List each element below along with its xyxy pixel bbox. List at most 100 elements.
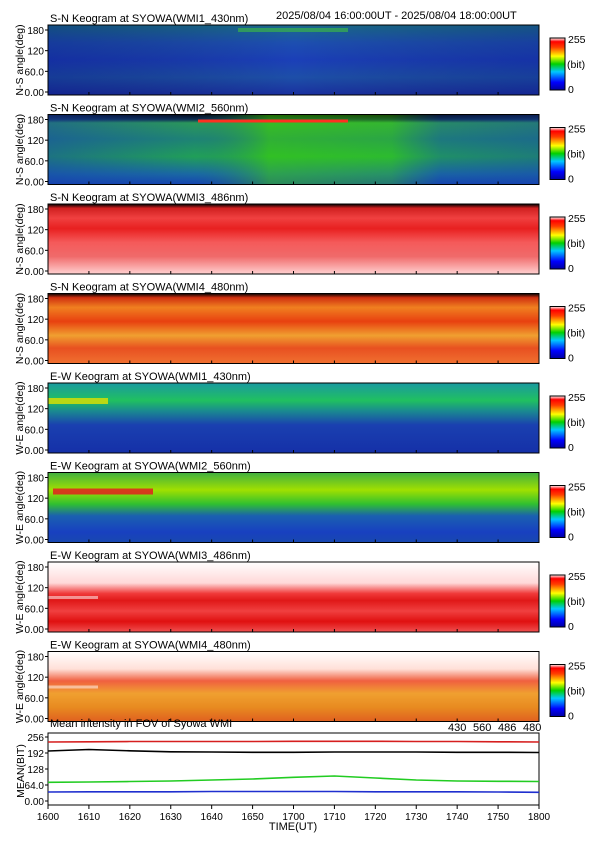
y-tick-label: 180 bbox=[27, 474, 44, 485]
colorbar bbox=[549, 395, 566, 449]
panel-title: S-N Keogram at SYOWA(WMI2_560nm) bbox=[50, 103, 248, 115]
keogram-image bbox=[48, 651, 539, 722]
arc-feature bbox=[198, 119, 348, 123]
y-tick-label: 0.00 bbox=[25, 267, 45, 278]
arc-feature bbox=[48, 685, 98, 689]
colorbar bbox=[549, 485, 566, 538]
y-tick-label: 180 bbox=[27, 26, 44, 37]
legend-430: 430 bbox=[448, 722, 466, 734]
y-tick-label: 180 bbox=[27, 295, 44, 306]
y-tick-label: 120 bbox=[27, 315, 44, 326]
y-axis-label: N-S angle(deg) bbox=[14, 24, 26, 95]
legend-486: 486 bbox=[498, 722, 516, 734]
mean-x-tick-label: 1700 bbox=[282, 812, 305, 823]
colorbar bbox=[549, 574, 566, 628]
colorbar-min-label: 0 bbox=[568, 711, 574, 723]
keogram-panel: S-N Keogram at SYOWA(WMI2_560nm) 180 120 60… bbox=[14, 103, 586, 189]
y-axis-label: N-S angle(deg) bbox=[14, 203, 26, 274]
colorbar-max-label: 255 bbox=[568, 34, 586, 46]
colorbar-max-label: 255 bbox=[568, 661, 586, 673]
y-tick-label: 120 bbox=[27, 47, 44, 58]
arc-feature bbox=[53, 488, 153, 495]
y-tick-label: 0.00 bbox=[25, 536, 45, 547]
y-axis-label: N-S angle(deg) bbox=[14, 293, 26, 364]
arc-feature bbox=[48, 596, 98, 599]
keogram-panel: S-N Keogram at SYOWA(WMI1_430nm) 180 120 60… bbox=[14, 13, 586, 99]
panel-title: E-W Keogram at SYOWA(WMI3_486nm) bbox=[50, 550, 251, 562]
mean-intensity-chart: Mean intensity in FOV of Syowa WMI 430 56… bbox=[15, 718, 551, 833]
panel-title: S-N Keogram at SYOWA(WMI1_430nm) bbox=[50, 13, 248, 25]
mean-x-tick-label: 1730 bbox=[405, 812, 428, 823]
y-tick-label: 60.0 bbox=[25, 157, 45, 168]
panel-title: E-W Keogram at SYOWA(WMI2_560nm) bbox=[50, 461, 251, 473]
y-tick-label: 120 bbox=[27, 494, 44, 505]
colorbar-max-label: 255 bbox=[568, 303, 586, 315]
y-tick-label: 180 bbox=[27, 116, 44, 127]
y-tick-label: 180 bbox=[27, 384, 44, 395]
y-tick-label: 180 bbox=[27, 653, 44, 664]
y-tick-label: 0.00 bbox=[25, 357, 45, 368]
keogram-panel: E-W Keogram at SYOWA(WMI4_480nm) 180 120 60… bbox=[14, 640, 586, 726]
y-axis-label: W-E angle(deg) bbox=[14, 381, 26, 454]
colorbar-min-label: 0 bbox=[568, 174, 574, 186]
colorbar-min-label: 0 bbox=[568, 442, 574, 454]
y-tick-label: 120 bbox=[27, 584, 44, 595]
keogram-image bbox=[48, 383, 539, 453]
y-tick-label: 180 bbox=[27, 205, 44, 216]
colorbar-unit-label: (bit) bbox=[567, 596, 585, 608]
mean-y-ticks: 256 192 128 64.0 0.00 bbox=[25, 733, 48, 808]
mean-x-tick-label: 1620 bbox=[119, 812, 142, 823]
mean-chart-title: Mean intensity in FOV of Syowa WMI bbox=[50, 718, 232, 730]
keogram-shading bbox=[48, 25, 539, 95]
mean-x-tick-label: 1800 bbox=[528, 812, 551, 823]
arc-feature bbox=[48, 398, 108, 404]
y-tick-label: 180 bbox=[27, 563, 44, 574]
keogram-shading bbox=[48, 114, 539, 185]
y-tick-label: 60.0 bbox=[25, 694, 45, 705]
colorbar bbox=[549, 664, 566, 717]
mean-y-tick-label: 128 bbox=[27, 765, 44, 776]
series-line-560 bbox=[47, 775, 540, 784]
keogram-image bbox=[48, 204, 539, 274]
colorbar-max-label: 255 bbox=[568, 571, 586, 583]
legend-480: 480 bbox=[523, 722, 541, 734]
keogram-panel: E-W Keogram at SYOWA(WMI3_486nm) 180 120 60… bbox=[14, 550, 586, 636]
y-tick-label: 0.00 bbox=[25, 88, 45, 99]
mean-y-axis-label: MEAN(BIT) bbox=[15, 744, 27, 798]
keogram-panels: S-N Keogram at SYOWA(WMI1_430nm) 180 120 60… bbox=[14, 13, 586, 726]
legend-560: 560 bbox=[473, 722, 491, 734]
y-tick-label: 60.0 bbox=[25, 67, 45, 78]
colorbar-unit-label: (bit) bbox=[567, 686, 585, 698]
y-tick-label: 120 bbox=[27, 405, 44, 416]
colorbar-unit-label: (bit) bbox=[567, 507, 585, 519]
colorbar bbox=[549, 127, 566, 180]
colorbar-max-label: 255 bbox=[568, 213, 586, 225]
mean-x-tick-label: 1740 bbox=[446, 812, 469, 823]
y-tick-label: 0.00 bbox=[25, 625, 45, 636]
colorbar-unit-label: (bit) bbox=[567, 238, 585, 250]
colorbar-unit-label: (bit) bbox=[567, 417, 585, 429]
y-tick-label: 120 bbox=[27, 226, 44, 237]
keogram-panel: S-N Keogram at SYOWA(WMI3_486nm) 180 120 60… bbox=[14, 192, 586, 278]
mean-x-tick-label: 1710 bbox=[323, 812, 346, 823]
series-line-430 bbox=[47, 790, 540, 794]
time-range-label: 2025/08/04 16:00:00UT - 2025/08/04 18:00… bbox=[276, 10, 517, 22]
colorbar-unit-label: (bit) bbox=[567, 59, 585, 71]
mean-x-tick-label: 1750 bbox=[487, 812, 510, 823]
mean-x-tick-label: 1720 bbox=[364, 812, 387, 823]
keogram-image bbox=[48, 472, 539, 543]
colorbar bbox=[549, 37, 566, 91]
panel-title: E-W Keogram at SYOWA(WMI4_480nm) bbox=[50, 640, 251, 652]
colorbar-min-label: 0 bbox=[568, 532, 574, 544]
y-tick-label: 60.0 bbox=[25, 425, 45, 436]
mean-y-tick-label: 256 bbox=[27, 733, 44, 744]
y-tick-label: 0.00 bbox=[25, 715, 45, 726]
y-tick-label: 60.0 bbox=[25, 246, 45, 257]
keogram-panel: E-W Keogram at SYOWA(WMI1_430nm) 180 120 60… bbox=[14, 371, 586, 457]
colorbar bbox=[549, 306, 566, 359]
y-tick-label: 0.00 bbox=[25, 178, 45, 189]
series-line-480 bbox=[47, 748, 540, 754]
y-axis-label: W-E angle(deg) bbox=[14, 471, 26, 544]
keogram-panel: S-N Keogram at SYOWA(WMI4_480nm) 180 120 60… bbox=[14, 282, 586, 368]
